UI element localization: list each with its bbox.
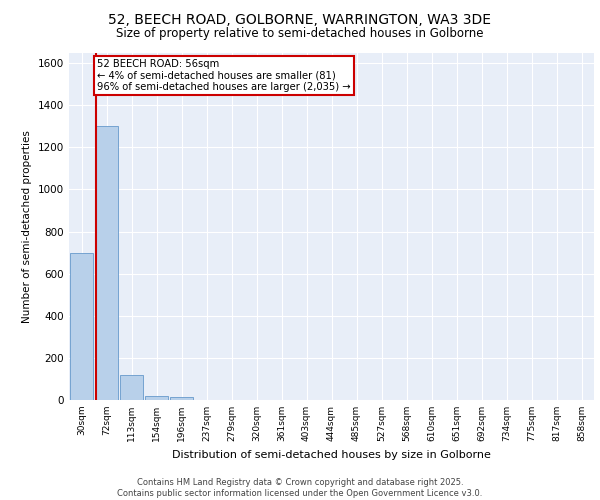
Bar (145, 396, 168, 400)
Bar (70, 252, 93, 400)
Bar (95, 126, 118, 400)
Y-axis label: Number of semi-detached properties: Number of semi-detached properties (22, 130, 32, 322)
Text: Size of property relative to semi-detached houses in Golborne: Size of property relative to semi-detach… (116, 28, 484, 40)
Bar (170, 397, 193, 400)
X-axis label: Distribution of semi-detached houses by size in Golborne: Distribution of semi-detached houses by … (172, 450, 491, 460)
Text: 52, BEECH ROAD, GOLBORNE, WARRINGTON, WA3 3DE: 52, BEECH ROAD, GOLBORNE, WARRINGTON, WA… (109, 12, 491, 26)
Text: Contains HM Land Registry data © Crown copyright and database right 2025.
Contai: Contains HM Land Registry data © Crown c… (118, 478, 482, 498)
Bar (120, 374, 143, 400)
Text: 52 BEECH ROAD: 56sqm
← 4% of semi-detached houses are smaller (81)
96% of semi-d: 52 BEECH ROAD: 56sqm ← 4% of semi-detach… (97, 59, 351, 92)
